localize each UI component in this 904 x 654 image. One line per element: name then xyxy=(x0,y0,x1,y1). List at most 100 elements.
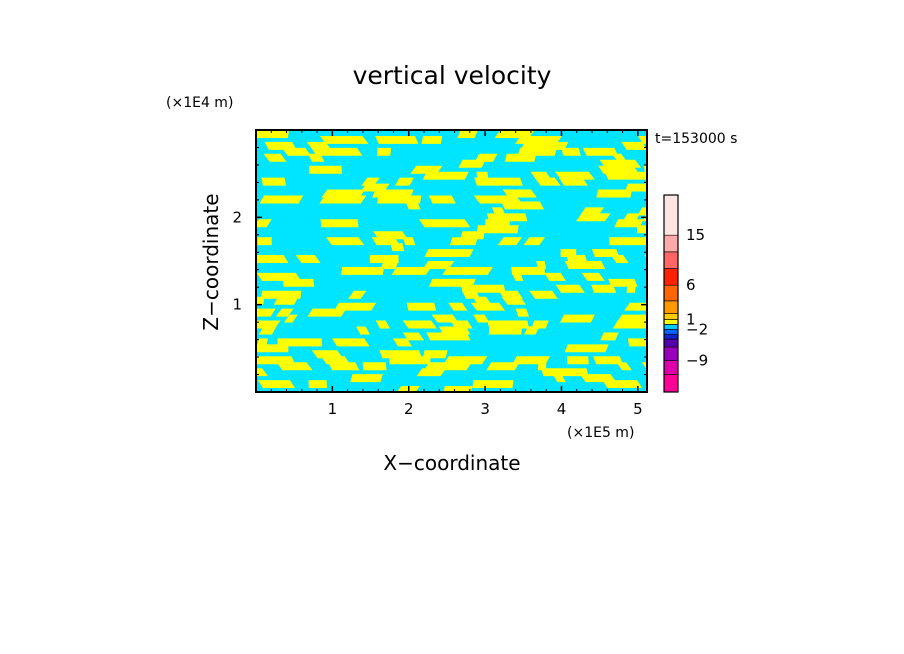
colorbar-frame xyxy=(663,194,679,393)
chart-title: vertical velocity xyxy=(353,61,552,90)
colorbar-tick-label: −9 xyxy=(686,352,708,370)
positive-velocity-band xyxy=(643,165,647,174)
positive-velocity-band xyxy=(596,189,633,198)
positive-velocity-band xyxy=(256,255,289,263)
positive-velocity-band xyxy=(282,278,315,287)
positive-velocity-band xyxy=(326,237,365,246)
positive-velocity-band xyxy=(256,213,257,215)
x-axis-unit: (×1E5 m) xyxy=(567,425,634,441)
positive-velocity-band xyxy=(488,326,522,335)
positive-velocity-band xyxy=(356,326,370,335)
x-tick-label: 1 xyxy=(328,400,338,418)
positive-velocity-band xyxy=(504,153,537,162)
positive-velocity-band xyxy=(616,362,632,371)
positive-velocity-band xyxy=(566,356,589,365)
positive-velocity-band xyxy=(257,380,295,388)
positive-velocity-band xyxy=(560,314,595,323)
positive-velocity-band xyxy=(259,195,304,204)
positive-velocity-band xyxy=(474,177,523,186)
positive-velocity-band xyxy=(476,225,519,234)
positive-velocity-band xyxy=(457,130,478,138)
colorbar-segment xyxy=(663,324,679,330)
velocity-field xyxy=(256,130,647,392)
positive-velocity-band xyxy=(416,368,447,377)
positive-velocity-band xyxy=(424,249,474,257)
positive-velocity-band xyxy=(558,177,588,186)
positive-velocity-band xyxy=(515,308,529,317)
y-tick-label: 2 xyxy=(232,208,242,226)
positive-velocity-band xyxy=(564,344,609,353)
positive-velocity-band xyxy=(471,302,506,311)
colorbar-segment xyxy=(663,194,679,236)
colorbar-segment xyxy=(663,346,679,361)
colorbar-segment xyxy=(663,268,679,286)
positive-velocity-band xyxy=(581,272,605,281)
positive-velocity-band xyxy=(392,338,412,347)
positive-velocity-band xyxy=(261,177,286,186)
x-tick-label: 3 xyxy=(480,400,490,418)
colorbar-segment xyxy=(663,313,679,320)
positive-velocity-band xyxy=(473,314,490,323)
positive-velocity-band xyxy=(295,255,321,263)
colorbar-tick-label: 1 xyxy=(686,311,696,329)
positive-velocity-band xyxy=(402,320,437,329)
positive-velocity-band xyxy=(284,314,298,323)
positive-velocity-band xyxy=(428,195,456,204)
colorbar-segment xyxy=(663,284,679,302)
time-label: t=153000 s xyxy=(655,131,737,147)
positive-velocity-band xyxy=(628,338,647,347)
positive-velocity-band xyxy=(610,255,629,263)
positive-velocity-band xyxy=(380,261,399,269)
x-tick-label: 4 xyxy=(557,400,567,418)
positive-velocity-band xyxy=(309,165,342,174)
positive-velocity-band xyxy=(523,326,540,335)
positive-velocity-band xyxy=(307,308,347,317)
colorbar-segment xyxy=(663,360,679,375)
positive-velocity-band xyxy=(320,219,359,228)
positive-velocity-band xyxy=(375,320,390,329)
positive-velocity-band xyxy=(534,177,561,186)
positive-velocity-band xyxy=(544,272,566,281)
positive-velocity-band xyxy=(497,237,523,246)
colorbar-segment xyxy=(663,300,679,314)
positive-velocity-band xyxy=(422,171,469,180)
positive-velocity-band xyxy=(406,302,437,311)
positive-velocity-band xyxy=(362,362,387,371)
colorbar xyxy=(663,194,679,393)
positive-velocity-band xyxy=(458,159,486,168)
positive-velocity-band xyxy=(612,320,647,329)
x-ticks: 1 2 3 4 5 xyxy=(270,130,643,418)
positive-velocity-band xyxy=(576,213,611,222)
positive-velocity-band xyxy=(308,380,327,388)
positive-velocity-band xyxy=(390,243,405,252)
positive-velocity-band xyxy=(376,147,392,156)
positive-velocity-band xyxy=(486,362,520,371)
positive-velocity-band xyxy=(263,153,287,162)
y-axis-label: Z−coordinate xyxy=(199,193,223,330)
colorbar-segment xyxy=(663,251,679,269)
colorbar-segment xyxy=(663,374,679,393)
colorbar-labels: 15 6 1−2 −9 xyxy=(686,226,708,369)
positive-velocity-band xyxy=(561,147,581,156)
positive-velocity-band xyxy=(311,147,363,156)
positive-velocity-band xyxy=(257,237,272,246)
positive-velocity-band xyxy=(501,296,526,305)
positive-velocity-band xyxy=(348,290,367,299)
positive-velocity-band xyxy=(555,284,585,293)
positive-velocity-band xyxy=(319,136,369,144)
positive-velocity-band xyxy=(256,296,265,305)
positive-velocity-band xyxy=(258,326,277,335)
positive-velocity-band xyxy=(375,136,419,144)
positive-velocity-band xyxy=(256,130,289,138)
positive-velocity-band xyxy=(426,332,471,341)
positive-velocity-band xyxy=(341,267,384,275)
positive-velocity-band xyxy=(552,374,566,383)
positive-velocity-band xyxy=(608,237,647,246)
positive-velocity-band xyxy=(281,147,312,156)
positive-velocity-band xyxy=(638,136,647,144)
positive-velocity-band xyxy=(277,338,323,347)
positive-velocity-band xyxy=(512,272,524,281)
positive-velocity-band xyxy=(637,225,647,234)
x-axis-label: X−coordinate xyxy=(383,451,520,475)
positive-velocity-band xyxy=(328,362,360,371)
